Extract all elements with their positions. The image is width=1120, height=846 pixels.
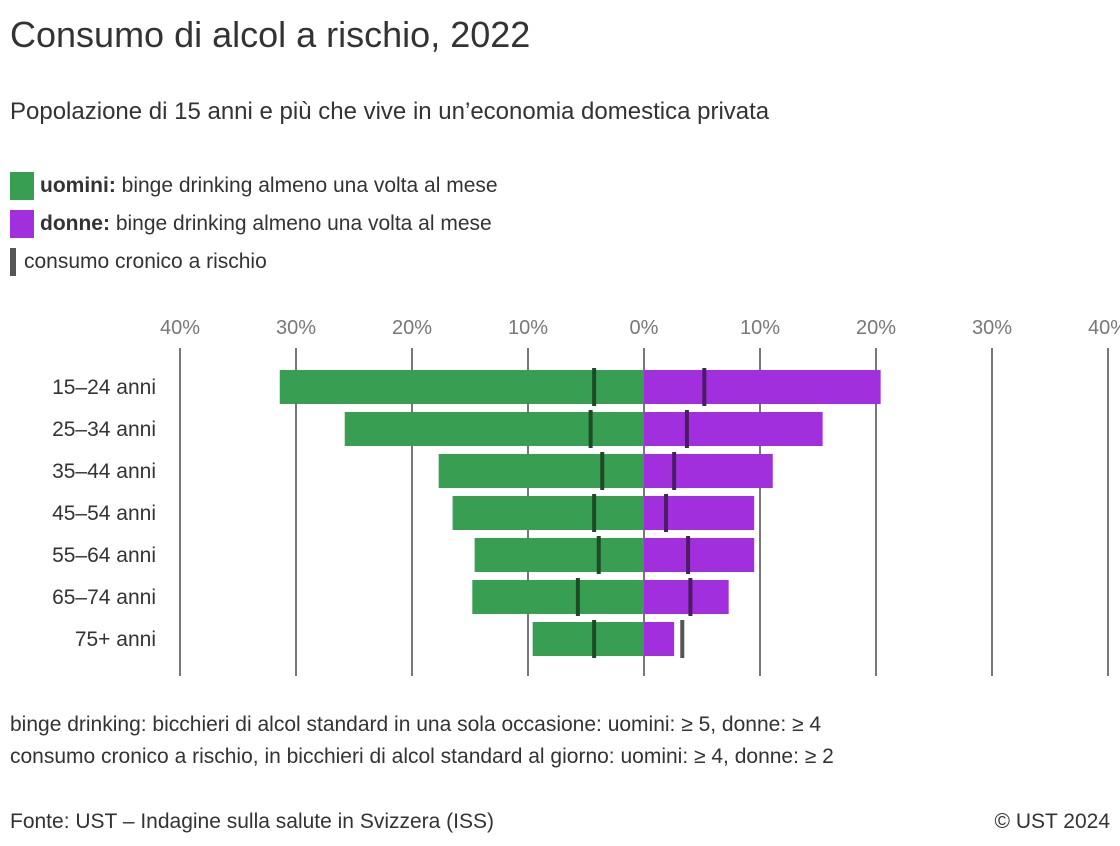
legend-text-chronic: consumo cronico a rischio — [24, 250, 267, 273]
source-text: Fonte: UST – Indagine sulla salute in Sv… — [10, 810, 495, 833]
x-tick-label: 20% — [856, 317, 896, 339]
chart-subtitle: Popolazione di 15 anni e più che vive in… — [10, 98, 770, 125]
marker-chronic-men — [596, 536, 601, 574]
marker-chronic-men — [600, 452, 605, 490]
bar-men — [452, 496, 644, 530]
bar-women — [644, 454, 773, 488]
bar-women — [644, 580, 729, 614]
x-tick-label: 40% — [1088, 317, 1120, 339]
marker-chronic-women — [672, 452, 677, 490]
marker-chronic-women — [664, 494, 669, 532]
category-label: 75+ anni — [75, 628, 156, 651]
x-tick-label: 30% — [972, 317, 1012, 339]
marker-chronic-men — [592, 620, 597, 658]
marker-chronic-men — [588, 410, 593, 448]
marker-chronic-women — [680, 620, 685, 658]
legend-swatch-chronic — [10, 248, 16, 276]
x-tick-label: 30% — [276, 317, 316, 339]
bar-men — [279, 370, 644, 404]
x-tick-label: 10% — [508, 317, 548, 339]
legend-bold-women: donne: — [40, 212, 110, 235]
bar-women — [644, 370, 881, 404]
category-label: 15–24 anni — [52, 376, 156, 399]
copyright-text: © UST 2024 — [994, 810, 1110, 833]
x-tick-label: 10% — [740, 317, 780, 339]
x-tick-label: 40% — [160, 317, 200, 339]
legend-item-men: uomini: binge drinking almeno una volta … — [10, 172, 498, 200]
bar-men — [344, 412, 644, 446]
marker-chronic-women — [684, 410, 689, 448]
bar-men — [532, 622, 644, 656]
legend-text-men: binge drinking almeno una volta al mese — [115, 174, 498, 197]
category-label: 25–34 anni — [52, 418, 156, 441]
marker-chronic-men — [592, 368, 597, 406]
category-label: 45–54 anni — [52, 502, 156, 525]
note-chronic: consumo cronico a rischio, in bicchieri … — [10, 745, 834, 768]
legend-swatch-men — [10, 172, 34, 200]
note-binge: binge drinking: bicchieri di alcol stand… — [10, 713, 822, 736]
legend-bold-men: uomini: — [40, 174, 116, 197]
marker-chronic-men — [592, 494, 597, 532]
marker-chronic-women — [702, 368, 707, 406]
legend-item-women: donne: binge drinking almeno una volta a… — [10, 210, 492, 238]
legend-item-chronic: consumo cronico a rischio — [10, 248, 267, 276]
bar-women — [644, 538, 755, 572]
bar-men — [472, 580, 644, 614]
legend-text-women: binge drinking almeno una volta al mese — [109, 212, 492, 235]
bar-men — [474, 538, 644, 572]
legend-swatch-women — [10, 210, 34, 238]
bar-men — [438, 454, 644, 488]
marker-chronic-women — [686, 536, 691, 574]
chart-plot: 40% 30% 20% 10% 0% 10% 20% 30% 40% 15–24 anni 25–3… — [52, 317, 1120, 676]
category-label: 35–44 anni — [52, 460, 156, 483]
bar-women — [644, 622, 675, 656]
category-label: 55–64 anni — [52, 544, 156, 567]
x-tick-label: 0% — [630, 317, 659, 339]
marker-chronic-men — [575, 578, 580, 616]
x-tick-label: 20% — [392, 317, 432, 339]
chart-title: Consumo di alcol a rischio, 2022 — [10, 14, 531, 55]
bar-women — [644, 496, 755, 530]
bar-women — [644, 412, 823, 446]
category-label: 65–74 anni — [52, 586, 156, 609]
marker-chronic-women — [688, 578, 693, 616]
